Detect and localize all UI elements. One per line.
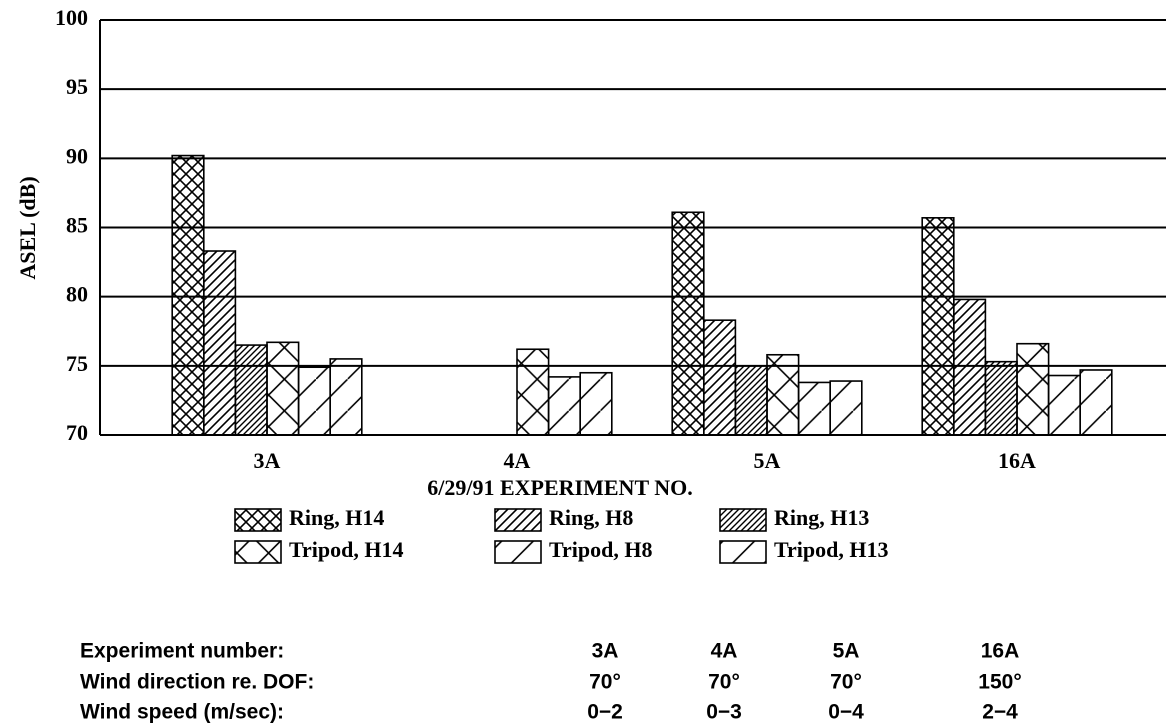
legend-swatch: [234, 540, 282, 564]
legend-swatch: [234, 508, 282, 532]
legend-swatch: [494, 540, 542, 564]
y-tick-label: 80: [66, 282, 88, 307]
table-cell: 3A: [592, 640, 619, 663]
bar: [797, 381, 831, 436]
bar: [984, 360, 1018, 436]
y-axis-label: ASEL (dB): [15, 176, 40, 279]
legend-label: Ring, H13: [774, 505, 869, 530]
x-tick-label: 4A: [504, 448, 531, 473]
x-tick-label: 3A: [254, 448, 281, 473]
legend-label: Ring, H8: [549, 505, 633, 530]
x-tick-label: 16A: [998, 448, 1036, 473]
bar: [297, 366, 332, 436]
legend-label: Ring, H14: [289, 505, 384, 530]
bar: [547, 376, 581, 436]
bar: [266, 341, 300, 436]
bar: [1047, 374, 1081, 436]
table-cell: 150°: [978, 671, 1021, 694]
bar: [766, 353, 800, 436]
x-axis-label: 6/29/91 EXPERIMENT NO.: [427, 475, 692, 500]
bar: [829, 380, 863, 436]
y-tick-label: 70: [66, 420, 88, 445]
table-row-label: Experiment number:: [80, 640, 284, 663]
table-cell: 16A: [981, 640, 1020, 663]
bar: [671, 211, 705, 436]
y-tick-label: 75: [66, 351, 88, 376]
y-tick-label: 90: [66, 143, 88, 168]
y-tick-label: 85: [66, 213, 88, 238]
table-cell: 0−2: [587, 701, 623, 723]
bar: [234, 344, 268, 436]
bar: [171, 154, 205, 436]
bar: [203, 250, 237, 436]
legend-label: Tripod, H8: [549, 537, 653, 562]
bar: [329, 358, 363, 436]
table-row-label: Wind direction re. DOF:: [80, 671, 314, 694]
legend-swatch: [719, 540, 767, 564]
bar: [952, 298, 987, 436]
y-tick-label: 100: [55, 5, 88, 30]
bar: [579, 371, 613, 436]
bar: [702, 319, 737, 436]
table-row-label: Wind speed (m/sec):: [80, 701, 284, 723]
bar: [1016, 342, 1050, 436]
bar: [1079, 369, 1113, 436]
bar: [921, 217, 955, 436]
table-cell: 70°: [708, 671, 740, 694]
table-cell: 4A: [711, 640, 738, 663]
legend-swatch: [494, 508, 542, 532]
table-cell: 0−4: [828, 701, 864, 723]
bar: [516, 348, 550, 436]
bar: [734, 365, 768, 436]
table-cell: 5A: [833, 640, 860, 663]
legend-swatch: [719, 508, 767, 532]
table-cell: 70°: [830, 671, 862, 694]
x-tick-label: 5A: [754, 448, 781, 473]
y-tick-label: 95: [66, 74, 88, 99]
table-cell: 70°: [589, 671, 621, 694]
legend-label: Tripod, H13: [774, 537, 889, 562]
table-cell: 0−3: [706, 701, 742, 723]
legend-label: Tripod, H14: [289, 537, 404, 562]
table-cell: 2−4: [982, 701, 1018, 723]
